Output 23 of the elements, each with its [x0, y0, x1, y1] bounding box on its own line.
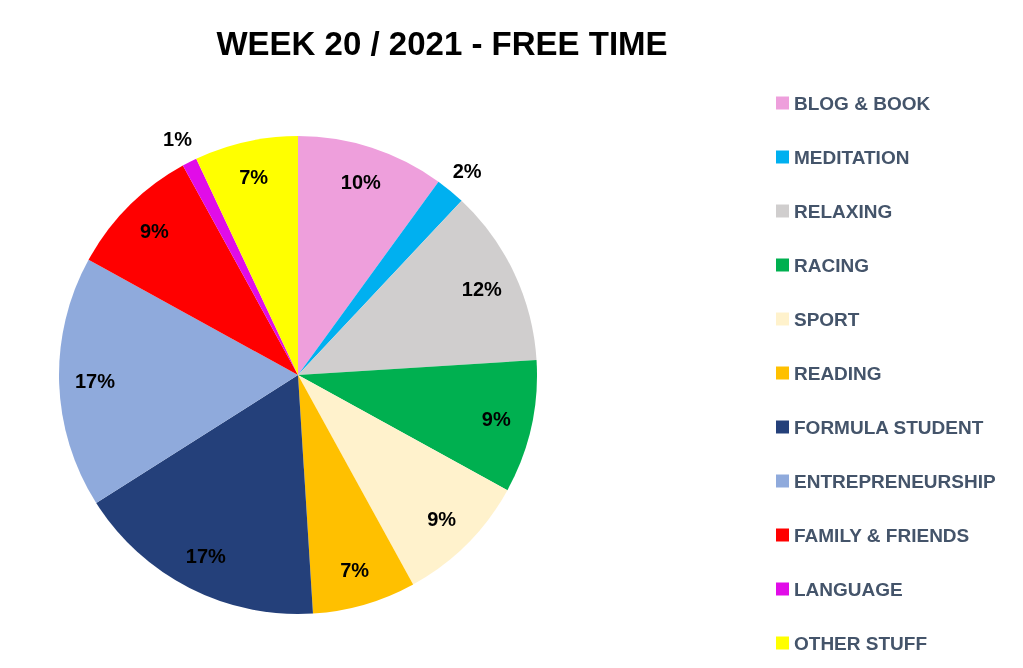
legend-label: RACING [794, 254, 869, 276]
data-label: 9% [427, 507, 457, 530]
legend-label: BLOG & BOOK [794, 92, 931, 114]
data-label: 7% [239, 165, 269, 188]
data-label: 10% [340, 170, 382, 193]
data-label: 9% [139, 220, 170, 243]
legend-label: MEDITATION [794, 146, 910, 168]
legend-label: OTHER STUFF [794, 632, 927, 654]
data-label: 7% [340, 559, 370, 582]
data-label: 9% [481, 408, 511, 431]
chart-title: WEEK 20 / 2021 - FREE TIME [216, 25, 668, 62]
data-label: 12% [461, 277, 503, 300]
legend-label: SPORT [794, 308, 860, 330]
data-label: 17% [74, 370, 116, 393]
data-label: 2% [452, 159, 482, 182]
legend-label: FORMULA STUDENT [794, 416, 984, 438]
legend-label: READING [794, 362, 882, 384]
legend-label: LANGUAGE [794, 578, 903, 600]
data-label: 17% [185, 545, 226, 568]
legend-label: FAMILY & FRIENDS [794, 524, 970, 546]
legend-label: RELAXING [794, 200, 893, 222]
data-label: 1% [163, 127, 193, 150]
legend-label: ENTREPRENEURSHIP [794, 470, 996, 492]
